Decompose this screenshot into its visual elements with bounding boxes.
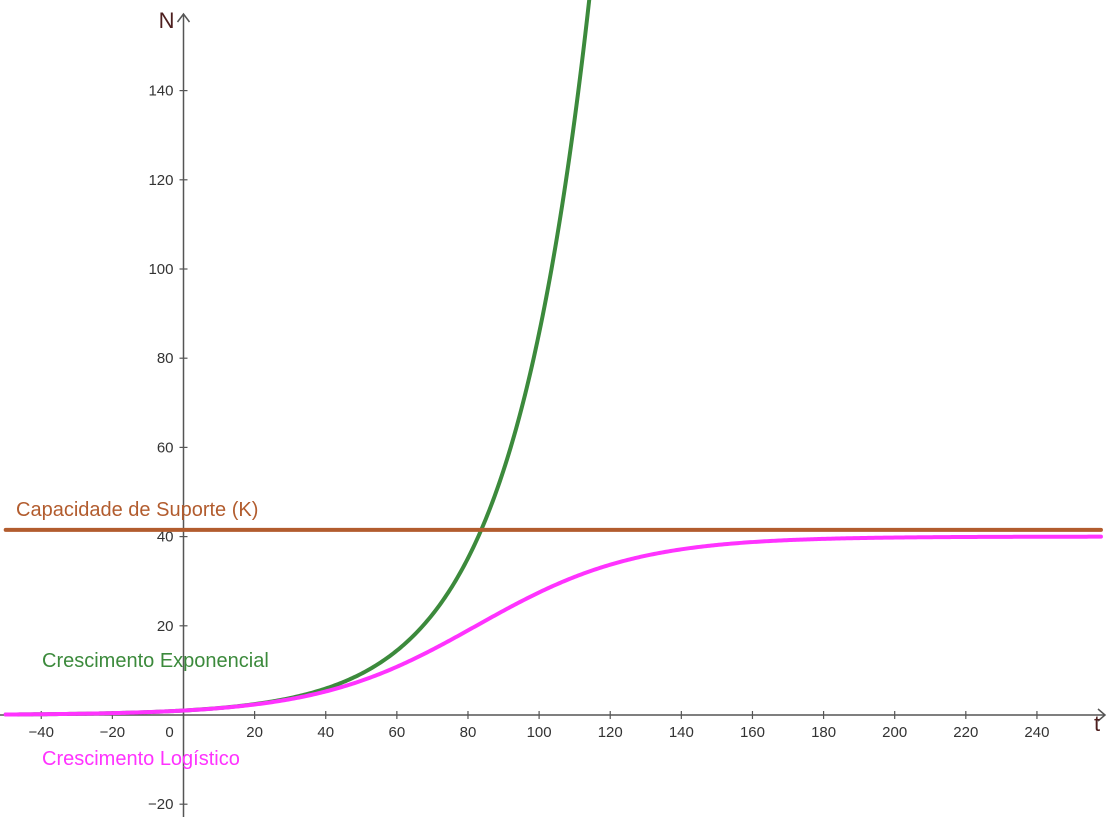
x-tick-label: 100 <box>527 724 552 741</box>
x-tick-label: 140 <box>669 724 694 741</box>
x-tick-group: −40 −20 0 20 40 60 80 100 120 140 160 180 200 220 240 <box>29 711 1049 741</box>
x-tick-label: −40 <box>29 724 54 741</box>
x-tick-label: 180 <box>811 724 836 741</box>
y-axis-arrow-icon <box>176 12 191 23</box>
series-label-capacidade: Capacidade de Suporte (K) <box>16 499 258 521</box>
x-tick-label: 40 <box>317 724 334 741</box>
x-tick-label: 20 <box>246 724 263 741</box>
x-tick-label: 240 <box>1024 724 1049 741</box>
x-tick-label: 0 <box>165 724 173 741</box>
x-tick-label: 60 <box>389 724 406 741</box>
axes <box>0 12 1107 817</box>
series-label-logistico: Crescimento Logístico <box>42 748 240 770</box>
series-line-0 <box>3 0 592 717</box>
series-group <box>3 0 1103 717</box>
y-tick-label: 40 <box>157 529 174 546</box>
y-tick-label: 140 <box>148 83 173 100</box>
x-tick-label: 80 <box>460 724 477 741</box>
y-tick-group: −20 20 40 60 80 100 120 140 <box>148 83 188 813</box>
y-tick-label: 20 <box>157 618 174 635</box>
series-label-exponencial: Crescimento Exponencial <box>42 650 269 672</box>
y-tick-label: 120 <box>148 172 173 189</box>
x-axis-label: t <box>1094 711 1100 736</box>
x-tick-label: 120 <box>598 724 623 741</box>
y-tick-label: 100 <box>148 261 173 278</box>
y-axis-label: N <box>159 8 175 33</box>
y-tick-label: 80 <box>157 350 174 367</box>
y-tick-label: −20 <box>148 796 173 813</box>
y-tick-label: 60 <box>157 439 174 456</box>
x-tick-label: 160 <box>740 724 765 741</box>
series-line-1 <box>3 534 1103 717</box>
x-tick-label: 200 <box>882 724 907 741</box>
x-tick-label: −20 <box>100 724 125 741</box>
x-tick-label: 220 <box>953 724 978 741</box>
x-axis-arrow-icon <box>1097 708 1107 722</box>
